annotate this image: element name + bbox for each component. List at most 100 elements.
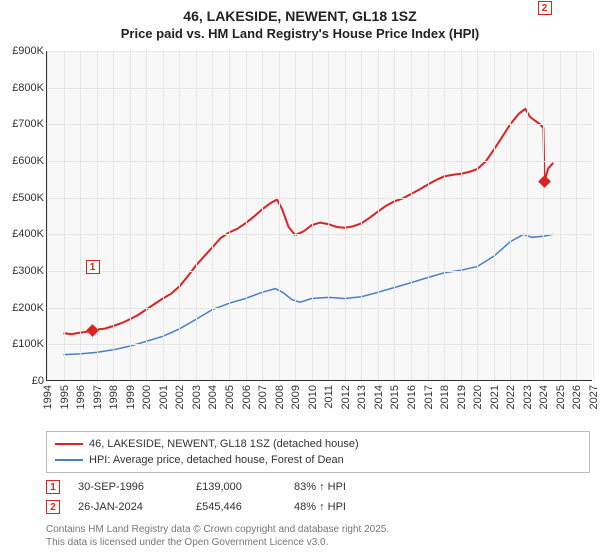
grid-v — [378, 51, 379, 380]
xtick-label: 2012 — [340, 385, 352, 409]
xtick-label: 2015 — [389, 385, 401, 409]
sale-marker-box: 2 — [538, 1, 552, 15]
xtick-label: 1994 — [42, 385, 54, 409]
grid-v — [543, 51, 544, 380]
legend-row: HPI: Average price, detached house, Fore… — [55, 452, 581, 468]
grid-v — [527, 51, 528, 380]
xtick-label: 2026 — [571, 385, 583, 409]
xtick-label: 2000 — [141, 385, 153, 409]
legend-box: 46, LAKESIDE, NEWENT, GL18 1SZ (detached… — [46, 431, 590, 473]
grid-v — [361, 51, 362, 380]
ytick-label: £300K — [2, 265, 44, 277]
xtick-label: 1999 — [125, 385, 137, 409]
sale-marker-icon: 1 — [46, 480, 60, 494]
xtick-label: 2022 — [505, 385, 517, 409]
title-line1: 46, LAKESIDE, NEWENT, GL18 1SZ — [4, 8, 596, 24]
xtick-label: 2017 — [423, 385, 435, 409]
xtick-label: 2014 — [373, 385, 385, 409]
xtick-label: 2003 — [191, 385, 203, 409]
xtick-label: 1998 — [108, 385, 120, 409]
grid-v — [510, 51, 511, 380]
grid-v — [246, 51, 247, 380]
xtick-label: 2004 — [207, 385, 219, 409]
grid-v — [163, 51, 164, 380]
series-hpi-line — [64, 234, 554, 354]
grid-v — [262, 51, 263, 380]
grid-v — [196, 51, 197, 380]
sale-row: 1 30-SEP-1996 £139,000 83% ↑ HPI — [46, 477, 590, 497]
sale-row: 2 26-JAN-2024 £545,446 48% ↑ HPI — [46, 497, 590, 517]
grid-v — [113, 51, 114, 380]
xtick-label: 2027 — [588, 385, 600, 409]
grid-v — [428, 51, 429, 380]
sale-price: £545,446 — [196, 501, 276, 513]
xtick-label: 2016 — [406, 385, 418, 409]
xtick-label: 2002 — [174, 385, 186, 409]
xtick-label: 2009 — [290, 385, 302, 409]
sale-pct: 48% ↑ HPI — [294, 501, 346, 513]
grid-v — [146, 51, 147, 380]
xtick-label: 2025 — [555, 385, 567, 409]
chart-area: 12 £0 £100K £200K £300K £400K £500K £600K £700K… — [0, 47, 600, 427]
grid-v — [179, 51, 180, 380]
sale-marker-box: 1 — [86, 260, 100, 274]
grid-v — [411, 51, 412, 380]
xtick-label: 2018 — [439, 385, 451, 409]
ytick-label: £900K — [2, 45, 44, 57]
grid-v — [394, 51, 395, 380]
grid-v — [212, 51, 213, 380]
sales-list: 1 30-SEP-1996 £139,000 83% ↑ HPI 2 26-JAN-202… — [46, 477, 590, 517]
xtick-label: 2021 — [489, 385, 501, 409]
sale-pct: 83% ↑ HPI — [294, 481, 346, 493]
footnote-line2: This data is licensed under the Open Gov… — [46, 536, 590, 549]
legend-swatch — [55, 459, 83, 461]
sale-price: £139,000 — [196, 481, 276, 493]
ytick-label: £700K — [2, 118, 44, 130]
grid-v — [461, 51, 462, 380]
ytick-label: £0 — [2, 375, 44, 387]
grid-v — [295, 51, 296, 380]
ytick-label: £500K — [2, 192, 44, 204]
ytick-label: £100K — [2, 338, 44, 350]
grid-v — [593, 51, 594, 380]
grid-v — [494, 51, 495, 380]
xtick-label: 2023 — [522, 385, 534, 409]
legend-swatch — [55, 443, 83, 445]
xtick-label: 2005 — [224, 385, 236, 409]
grid-v — [80, 51, 81, 380]
xtick-label: 1995 — [59, 385, 71, 409]
sale-marker-icon: 2 — [46, 500, 60, 514]
ytick-label: £400K — [2, 228, 44, 240]
xtick-label: 2011 — [323, 385, 335, 409]
grid-v — [312, 51, 313, 380]
grid-v — [444, 51, 445, 380]
grid-v — [130, 51, 131, 380]
ytick-label: £800K — [2, 82, 44, 94]
sale-date: 26-JAN-2024 — [78, 501, 178, 513]
chart-title-block: 46, LAKESIDE, NEWENT, GL18 1SZ Price pai… — [0, 0, 600, 47]
xtick-label: 2006 — [241, 385, 253, 409]
legend-label: HPI: Average price, detached house, Fore… — [89, 454, 344, 466]
grid-v — [47, 51, 48, 380]
legend-label: 46, LAKESIDE, NEWENT, GL18 1SZ (detached… — [89, 438, 359, 450]
ytick-label: £200K — [2, 302, 44, 314]
grid-v — [560, 51, 561, 380]
xtick-label: 2001 — [158, 385, 170, 409]
grid-v — [576, 51, 577, 380]
xtick-label: 2010 — [307, 385, 319, 409]
sale-date: 30-SEP-1996 — [78, 481, 178, 493]
grid-v — [328, 51, 329, 380]
xtick-label: 2008 — [274, 385, 286, 409]
xtick-label: 2013 — [356, 385, 368, 409]
grid-v — [229, 51, 230, 380]
xtick-label: 2019 — [456, 385, 468, 409]
ytick-label: £600K — [2, 155, 44, 167]
grid-v — [279, 51, 280, 380]
grid-v — [345, 51, 346, 380]
xtick-label: 1996 — [75, 385, 87, 409]
grid-v — [477, 51, 478, 380]
legend-row: 46, LAKESIDE, NEWENT, GL18 1SZ (detached… — [55, 436, 581, 452]
footnote: Contains HM Land Registry data © Crown c… — [46, 523, 590, 549]
plot-region: 12 — [46, 51, 592, 381]
xtick-label: 1997 — [92, 385, 104, 409]
